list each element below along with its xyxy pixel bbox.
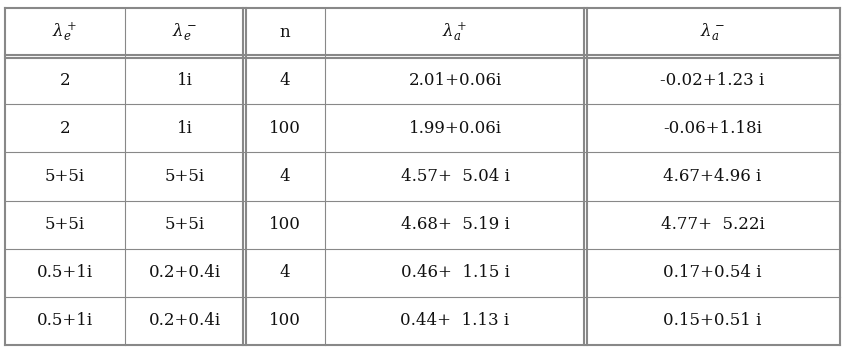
Text: 5+5i: 5+5i <box>45 168 85 185</box>
Text: -0.02+1.23 i: -0.02+1.23 i <box>660 72 764 89</box>
Text: $\lambda_a^+$: $\lambda_a^+$ <box>442 20 467 44</box>
Text: 0.15+0.51 i: 0.15+0.51 i <box>663 312 760 329</box>
Text: 100: 100 <box>268 312 300 329</box>
Text: -0.06+1.18i: -0.06+1.18i <box>663 120 761 137</box>
Text: 0.5+1i: 0.5+1i <box>37 312 93 329</box>
Text: 1i: 1i <box>177 120 192 137</box>
Text: 0.2+0.4i: 0.2+0.4i <box>149 264 221 281</box>
Text: 4: 4 <box>279 168 290 185</box>
Text: 0.2+0.4i: 0.2+0.4i <box>149 312 221 329</box>
Text: 100: 100 <box>268 216 300 233</box>
Text: 4.77+  5.22i: 4.77+ 5.22i <box>660 216 764 233</box>
Text: $\lambda_e^+$: $\lambda_e^+$ <box>52 20 78 44</box>
Text: 4.68+  5.19 i: 4.68+ 5.19 i <box>400 216 509 233</box>
Text: 4: 4 <box>279 72 290 89</box>
Text: 5+5i: 5+5i <box>45 216 85 233</box>
Text: 100: 100 <box>268 120 300 137</box>
Text: 5+5i: 5+5i <box>165 216 205 233</box>
Text: 4.67+4.96 i: 4.67+4.96 i <box>663 168 760 185</box>
Text: $\lambda_e^-$: $\lambda_e^-$ <box>172 21 197 43</box>
Text: $\lambda_a^-$: $\lambda_a^-$ <box>699 21 724 43</box>
Text: n: n <box>279 24 290 41</box>
Text: 4: 4 <box>279 264 290 281</box>
Text: 2: 2 <box>60 120 70 137</box>
Text: 4.57+  5.04 i: 4.57+ 5.04 i <box>400 168 509 185</box>
Text: 5+5i: 5+5i <box>165 168 205 185</box>
Text: 1.99+0.06i: 1.99+0.06i <box>408 120 500 137</box>
Text: 1i: 1i <box>177 72 192 89</box>
Text: 0.5+1i: 0.5+1i <box>37 264 93 281</box>
Text: 0.46+  1.15 i: 0.46+ 1.15 i <box>400 264 509 281</box>
Text: 2: 2 <box>60 72 70 89</box>
Text: 0.44+  1.13 i: 0.44+ 1.13 i <box>400 312 509 329</box>
Text: 2.01+0.06i: 2.01+0.06i <box>408 72 501 89</box>
Text: 0.17+0.54 i: 0.17+0.54 i <box>663 264 760 281</box>
